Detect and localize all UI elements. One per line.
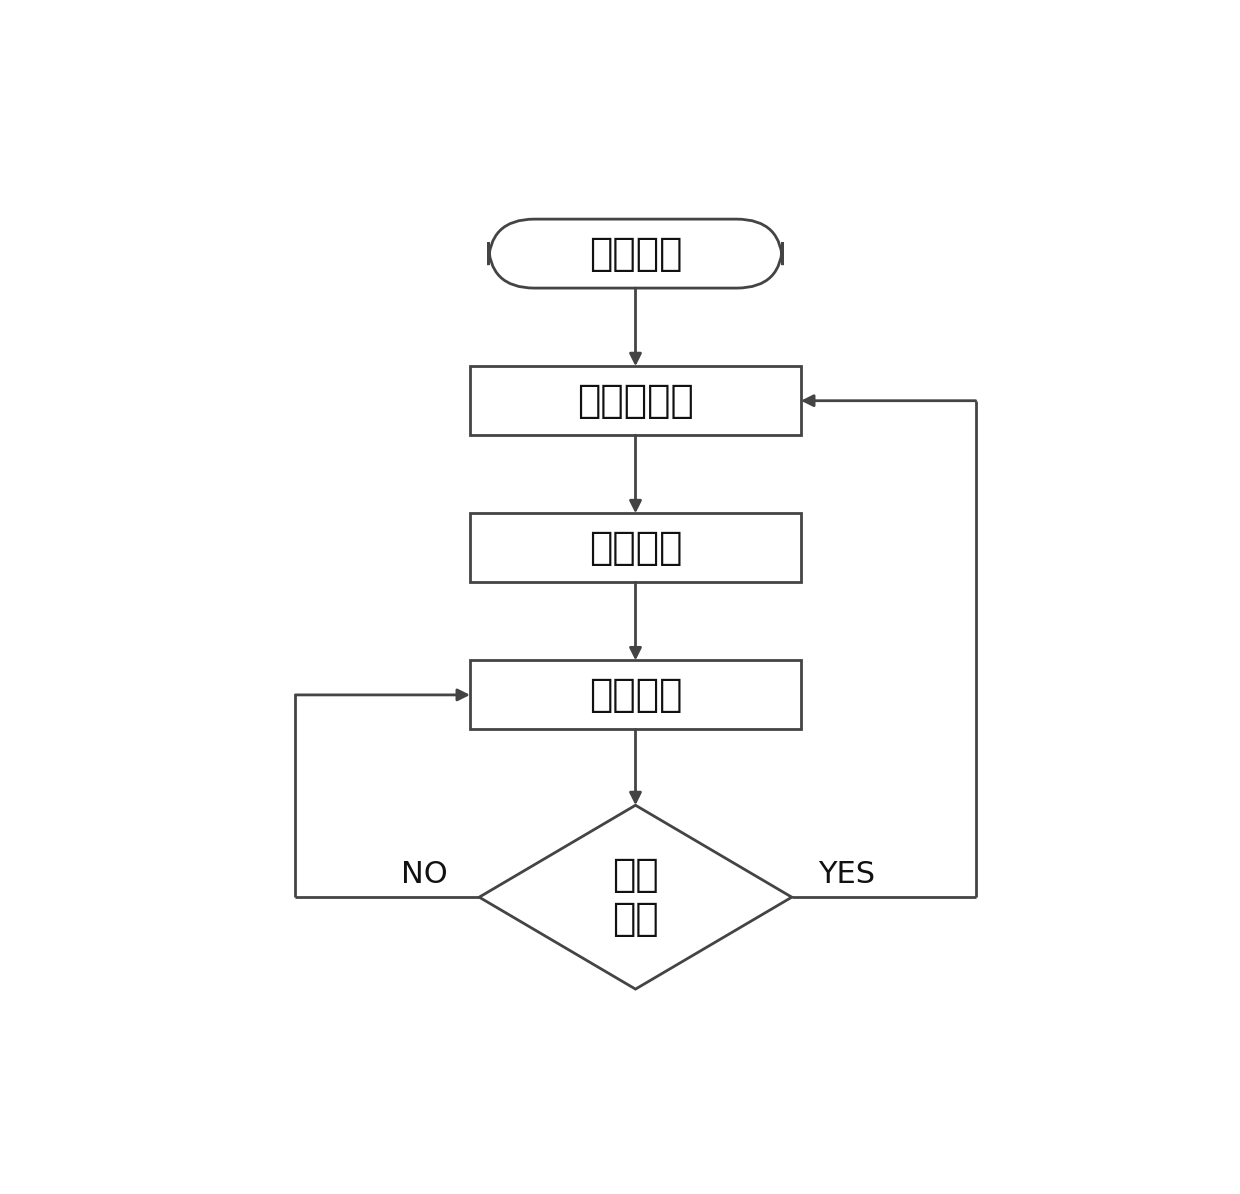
Text: 模块调用: 模块调用 [589, 676, 682, 714]
Text: 上电启动: 上电启动 [589, 234, 682, 272]
FancyBboxPatch shape [489, 220, 782, 288]
Polygon shape [479, 805, 792, 989]
Text: 系统初始化: 系统初始化 [577, 382, 694, 420]
Bar [470, 367, 801, 435]
Bar [470, 513, 801, 583]
Bar [470, 660, 801, 730]
Text: 系统启动: 系统启动 [589, 529, 682, 567]
Text: YES: YES [818, 860, 875, 888]
Text: 异常
出现: 异常 出现 [613, 856, 658, 938]
Text: NO: NO [401, 860, 448, 888]
